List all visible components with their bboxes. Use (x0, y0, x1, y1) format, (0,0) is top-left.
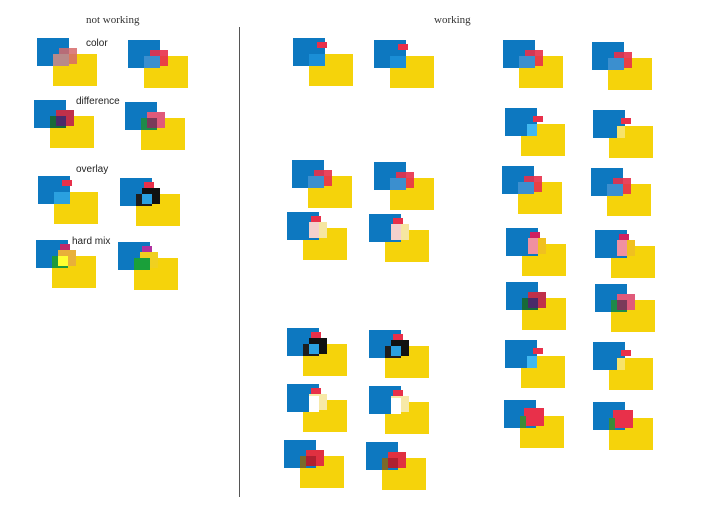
blend-sample (595, 284, 659, 334)
blend-overlap (54, 192, 70, 204)
red-tab (621, 118, 631, 124)
blend-sample (118, 242, 182, 292)
blend-sample (374, 40, 438, 90)
blend-sample (125, 102, 189, 152)
blend-overlap (617, 358, 625, 370)
blend-sample (287, 384, 351, 434)
blend-sample (506, 228, 570, 278)
blend-overlap (390, 56, 406, 68)
blend-sample (502, 166, 566, 216)
blend-overlap (527, 124, 537, 136)
blend-sample (595, 230, 659, 280)
column-divider (239, 27, 240, 497)
blend-sample (593, 110, 657, 160)
blend-overlap (382, 458, 388, 470)
blend-overlap (390, 178, 406, 190)
blend-overlap-dark (617, 300, 627, 310)
red-tab (393, 390, 403, 396)
blend-sample (37, 38, 101, 88)
blend-overlap-core (391, 346, 401, 356)
blend-sample (505, 108, 569, 158)
blend-overlap (391, 224, 401, 240)
blend-sample (369, 386, 433, 436)
blend-overlap-core (309, 344, 319, 354)
label-hard-mix: hard mix (72, 236, 111, 247)
blend-sample (36, 240, 100, 290)
blend-overlap-dark (147, 118, 157, 128)
working-heading: working (434, 14, 471, 26)
blend-overlap (617, 126, 625, 138)
red-tab (311, 216, 321, 222)
blend-sample (38, 176, 102, 226)
blend-sample (369, 214, 433, 264)
red-square (613, 410, 633, 428)
blend-sample (287, 212, 351, 262)
blend-overlap-core (306, 456, 316, 466)
red-tab (530, 232, 540, 238)
blend-sample (284, 440, 348, 490)
blend-sample (34, 100, 98, 150)
red-tab (144, 182, 154, 188)
blend-overlap-dark (528, 298, 538, 308)
blend-sample (374, 162, 438, 212)
blend-overlap (528, 238, 538, 254)
blend-overlap (391, 398, 401, 414)
label-difference: difference (76, 96, 120, 107)
blend-sample (593, 402, 657, 452)
label-color: color (86, 38, 108, 49)
red-tab (533, 348, 543, 354)
blend-overlap-dark (56, 116, 66, 126)
blend-overlap (309, 222, 319, 238)
blend-overlap (308, 176, 324, 188)
blend-sample (366, 442, 430, 492)
blend-sample (120, 178, 184, 228)
blend-overlap-core (58, 256, 68, 266)
blend-sample (369, 330, 433, 380)
red-tab (393, 218, 403, 224)
blend-overlap (617, 240, 627, 256)
blend-sample (503, 40, 567, 90)
blend-sample (505, 340, 569, 390)
blend-overlap (309, 396, 319, 412)
blend-overlap (134, 258, 150, 270)
red-tab (317, 42, 327, 48)
red-tab (311, 388, 321, 394)
red-tab (393, 334, 403, 340)
blend-overlap (518, 182, 534, 194)
blend-sample (591, 168, 655, 218)
blend-sample (292, 160, 356, 210)
blend-sample (293, 38, 357, 88)
red-tab (142, 246, 152, 252)
blend-sample (504, 400, 568, 450)
blend-sample (128, 40, 192, 90)
blend-overlap-core (142, 194, 152, 204)
blend-sample (506, 282, 570, 332)
blend-sample (287, 328, 351, 378)
blend-overlap-core (388, 458, 398, 468)
red-tab (311, 332, 321, 338)
red-tab (62, 180, 72, 186)
blend-overlap (53, 54, 69, 66)
blend-overlap (300, 456, 306, 468)
red-tab (621, 350, 631, 356)
red-tab (398, 44, 408, 50)
blend-overlap (527, 356, 537, 368)
red-tab (533, 116, 543, 122)
blend-overlap (519, 56, 535, 68)
not-working-heading: not working (86, 14, 140, 26)
blend-overlap (608, 58, 624, 70)
blend-overlap (520, 416, 526, 428)
blend-overlap (609, 418, 615, 430)
blend-overlap (144, 56, 160, 68)
red-tab (619, 234, 629, 240)
blend-overlap (309, 54, 325, 66)
red-square (524, 408, 544, 426)
blend-sample (592, 42, 656, 92)
blend-sample (593, 342, 657, 392)
label-overlay: overlay (76, 164, 109, 175)
blend-overlap (607, 184, 623, 196)
red-tab (60, 244, 70, 250)
